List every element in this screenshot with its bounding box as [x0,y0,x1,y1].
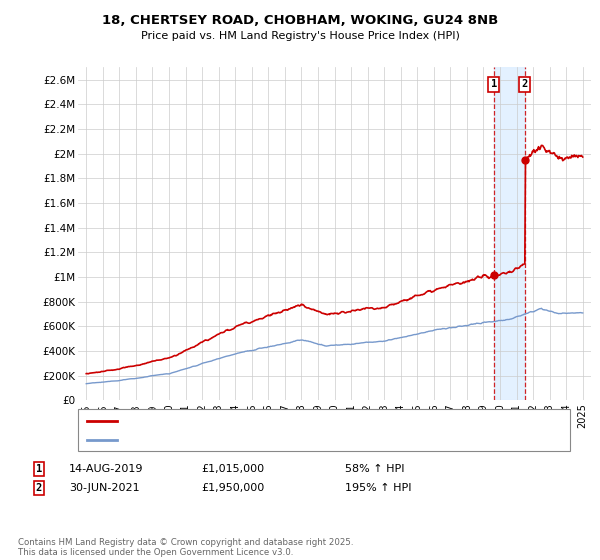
Bar [494,67,525,400]
Text: £1,015,000: £1,015,000 [201,464,264,474]
Text: 2: 2 [36,483,42,493]
Text: HPI: Average price, detached house, Surrey Heath: HPI: Average price, detached house, Surr… [122,435,372,445]
Text: 18, CHERTSEY ROAD, CHOBHAM, WOKING, GU24 8NB (detached house): 18, CHERTSEY ROAD, CHOBHAM, WOKING, GU24… [122,416,479,426]
Text: 1: 1 [491,80,497,90]
Text: £1,950,000: £1,950,000 [201,483,264,493]
Text: 2: 2 [521,80,528,90]
Text: 1: 1 [36,464,42,474]
Text: 195% ↑ HPI: 195% ↑ HPI [345,483,412,493]
Text: 18, CHERTSEY ROAD, CHOBHAM, WOKING, GU24 8NB: 18, CHERTSEY ROAD, CHOBHAM, WOKING, GU24… [102,14,498,27]
Text: Price paid vs. HM Land Registry's House Price Index (HPI): Price paid vs. HM Land Registry's House … [140,31,460,41]
Text: 30-JUN-2021: 30-JUN-2021 [69,483,140,493]
Text: Contains HM Land Registry data © Crown copyright and database right 2025.
This d: Contains HM Land Registry data © Crown c… [18,538,353,557]
Text: 58% ↑ HPI: 58% ↑ HPI [345,464,404,474]
Text: 14-AUG-2019: 14-AUG-2019 [69,464,143,474]
